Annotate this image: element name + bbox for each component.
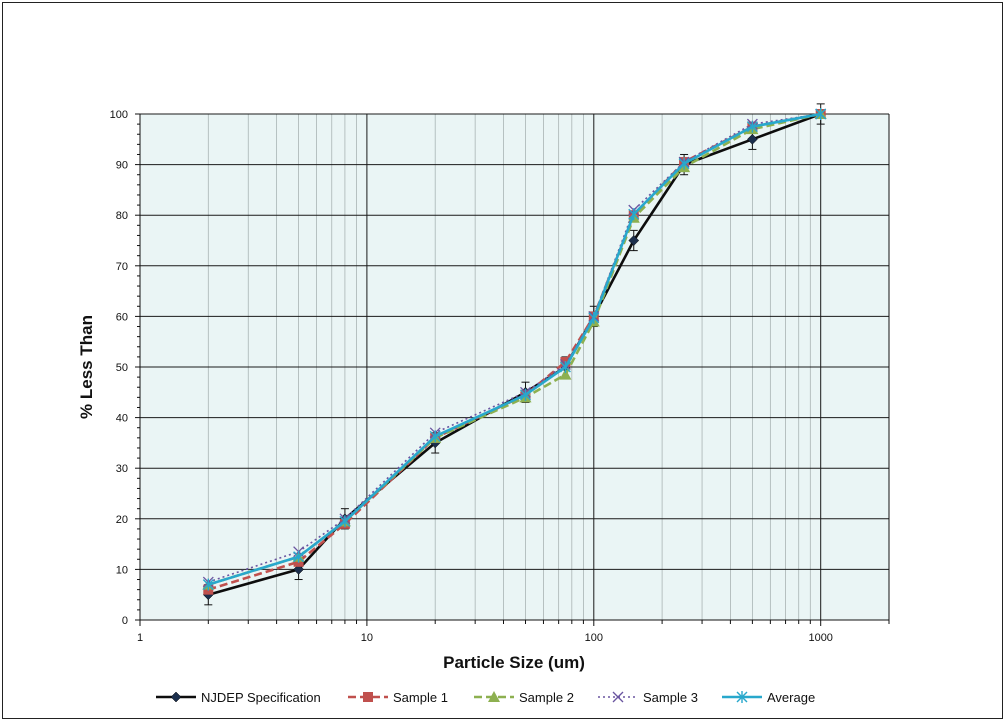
x-tick-label: 10 <box>361 632 373 644</box>
legend-label: NJDEP Specification <box>201 690 321 705</box>
data-point <box>202 578 214 591</box>
y-tick-label: 20 <box>116 514 128 526</box>
data-point <box>293 564 304 575</box>
data-point <box>559 361 571 373</box>
legend-item: NJDEP Specification <box>156 690 321 705</box>
legend-label: Sample 1 <box>393 690 448 705</box>
grid <box>140 113 890 621</box>
y-tick-label: 100 <box>110 109 128 121</box>
data-point <box>747 133 758 145</box>
y-tick-label: 80 <box>116 210 128 222</box>
legend-item: Average <box>722 690 815 705</box>
data-point <box>519 388 531 401</box>
series-average <box>202 108 827 591</box>
legend-marker <box>488 691 500 702</box>
data-point <box>429 430 441 443</box>
data-point <box>628 235 640 246</box>
x-tick-label: 1 <box>137 632 143 644</box>
legend: NJDEP Specification Sample 1 Sample 2 Sampl… <box>156 690 815 705</box>
data-point <box>678 157 690 170</box>
legend-marker <box>612 691 624 703</box>
x-marker-stroke <box>612 691 624 703</box>
legend-label: Sample 3 <box>643 690 698 705</box>
legend-marker <box>170 691 182 703</box>
data-point <box>339 515 351 528</box>
legend-marker <box>736 691 748 703</box>
x-tick-label: 1000 <box>808 632 832 644</box>
data-point <box>559 368 572 380</box>
legend-item: Sample 3 <box>598 690 698 705</box>
y-tick-label: 60 <box>116 311 128 323</box>
y-tick-label: 90 <box>116 160 128 172</box>
data-point <box>293 550 305 563</box>
legend-item: Sample 2 <box>474 690 574 705</box>
data-point <box>628 208 640 221</box>
legend-label: Sample 2 <box>519 690 574 705</box>
data-point <box>746 120 758 133</box>
series-layer <box>202 103 827 606</box>
y-axis-title: % Less Than <box>77 315 96 419</box>
x-tick-label: 100 <box>585 632 603 644</box>
legend-label: Average <box>767 690 815 705</box>
y-tick-label: 10 <box>116 564 128 576</box>
y-tick-label: 50 <box>116 362 128 374</box>
y-tick-label: 40 <box>116 413 128 425</box>
x-axis-title: Particle Size (um) <box>443 653 585 672</box>
data-point <box>815 108 827 120</box>
series-line <box>207 112 821 591</box>
data-point <box>588 311 600 324</box>
y-tick-label: 0 <box>122 615 128 627</box>
legend-item: Sample 1 <box>348 690 448 705</box>
axes <box>135 113 890 626</box>
legend-marker <box>363 692 373 702</box>
y-tick-label: 70 <box>116 261 128 273</box>
y-tick-label: 30 <box>116 463 128 475</box>
